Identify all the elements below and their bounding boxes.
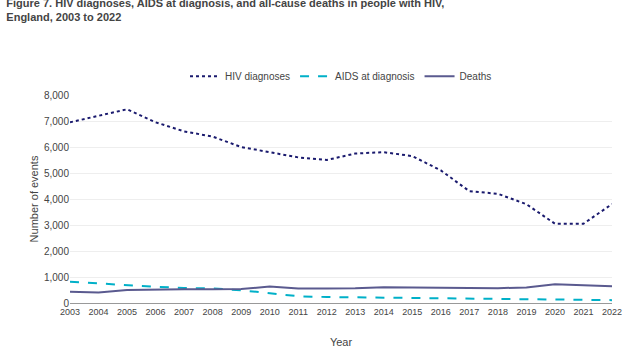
svg-text:2007: 2007 <box>174 307 194 317</box>
svg-text:2017: 2017 <box>459 307 479 317</box>
svg-text:2021: 2021 <box>573 307 593 317</box>
svg-text:2014: 2014 <box>374 307 394 317</box>
svg-text:5,000: 5,000 <box>44 168 69 179</box>
svg-text:0: 0 <box>63 298 69 309</box>
svg-text:2004: 2004 <box>89 307 109 317</box>
svg-text:6,000: 6,000 <box>44 142 69 153</box>
svg-text:AIDS at diagnosis: AIDS at diagnosis <box>335 71 415 82</box>
svg-text:2020: 2020 <box>545 307 565 317</box>
svg-text:7,000: 7,000 <box>44 116 69 127</box>
svg-text:1,000: 1,000 <box>44 272 69 283</box>
svg-text:2016: 2016 <box>431 307 451 317</box>
svg-text:2006: 2006 <box>146 307 166 317</box>
svg-text:2008: 2008 <box>203 307 223 317</box>
svg-text:2013: 2013 <box>345 307 365 317</box>
svg-text:3,000: 3,000 <box>44 220 69 231</box>
svg-text:Number of events: Number of events <box>28 155 40 242</box>
svg-text:2005: 2005 <box>117 307 137 317</box>
svg-text:2009: 2009 <box>231 307 251 317</box>
svg-text:HIV diagnoses: HIV diagnoses <box>225 71 290 82</box>
svg-text:Deaths: Deaths <box>460 71 492 82</box>
svg-text:2022: 2022 <box>602 307 622 317</box>
svg-text:2003: 2003 <box>60 307 80 317</box>
svg-text:2015: 2015 <box>402 307 422 317</box>
svg-text:2012: 2012 <box>317 307 337 317</box>
svg-text:2,000: 2,000 <box>44 246 69 257</box>
svg-text:8,000: 8,000 <box>44 90 69 101</box>
svg-text:2011: 2011 <box>289 307 308 317</box>
svg-text:4,000: 4,000 <box>44 194 69 205</box>
svg-text:2019: 2019 <box>516 307 536 317</box>
svg-text:2010: 2010 <box>260 307 280 317</box>
svg-text:Figure 7. HIV diagnoses, AIDS: Figure 7. HIV diagnoses, AIDS at diagnos… <box>6 0 444 23</box>
svg-text:Year: Year <box>330 336 353 348</box>
svg-text:2018: 2018 <box>488 307 508 317</box>
